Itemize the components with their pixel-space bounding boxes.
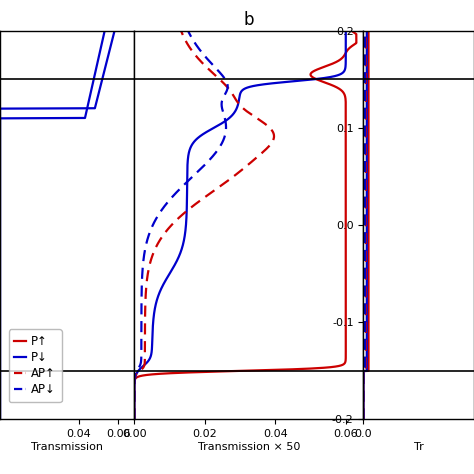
X-axis label: Transmission: Transmission [31,442,103,452]
Title: b: b [244,11,254,29]
Legend: P↑, P↓, AP↑, AP↓: P↑, P↓, AP↑, AP↓ [9,329,62,402]
X-axis label: Tr: Tr [414,442,424,452]
X-axis label: Transmission × 50: Transmission × 50 [198,442,300,452]
